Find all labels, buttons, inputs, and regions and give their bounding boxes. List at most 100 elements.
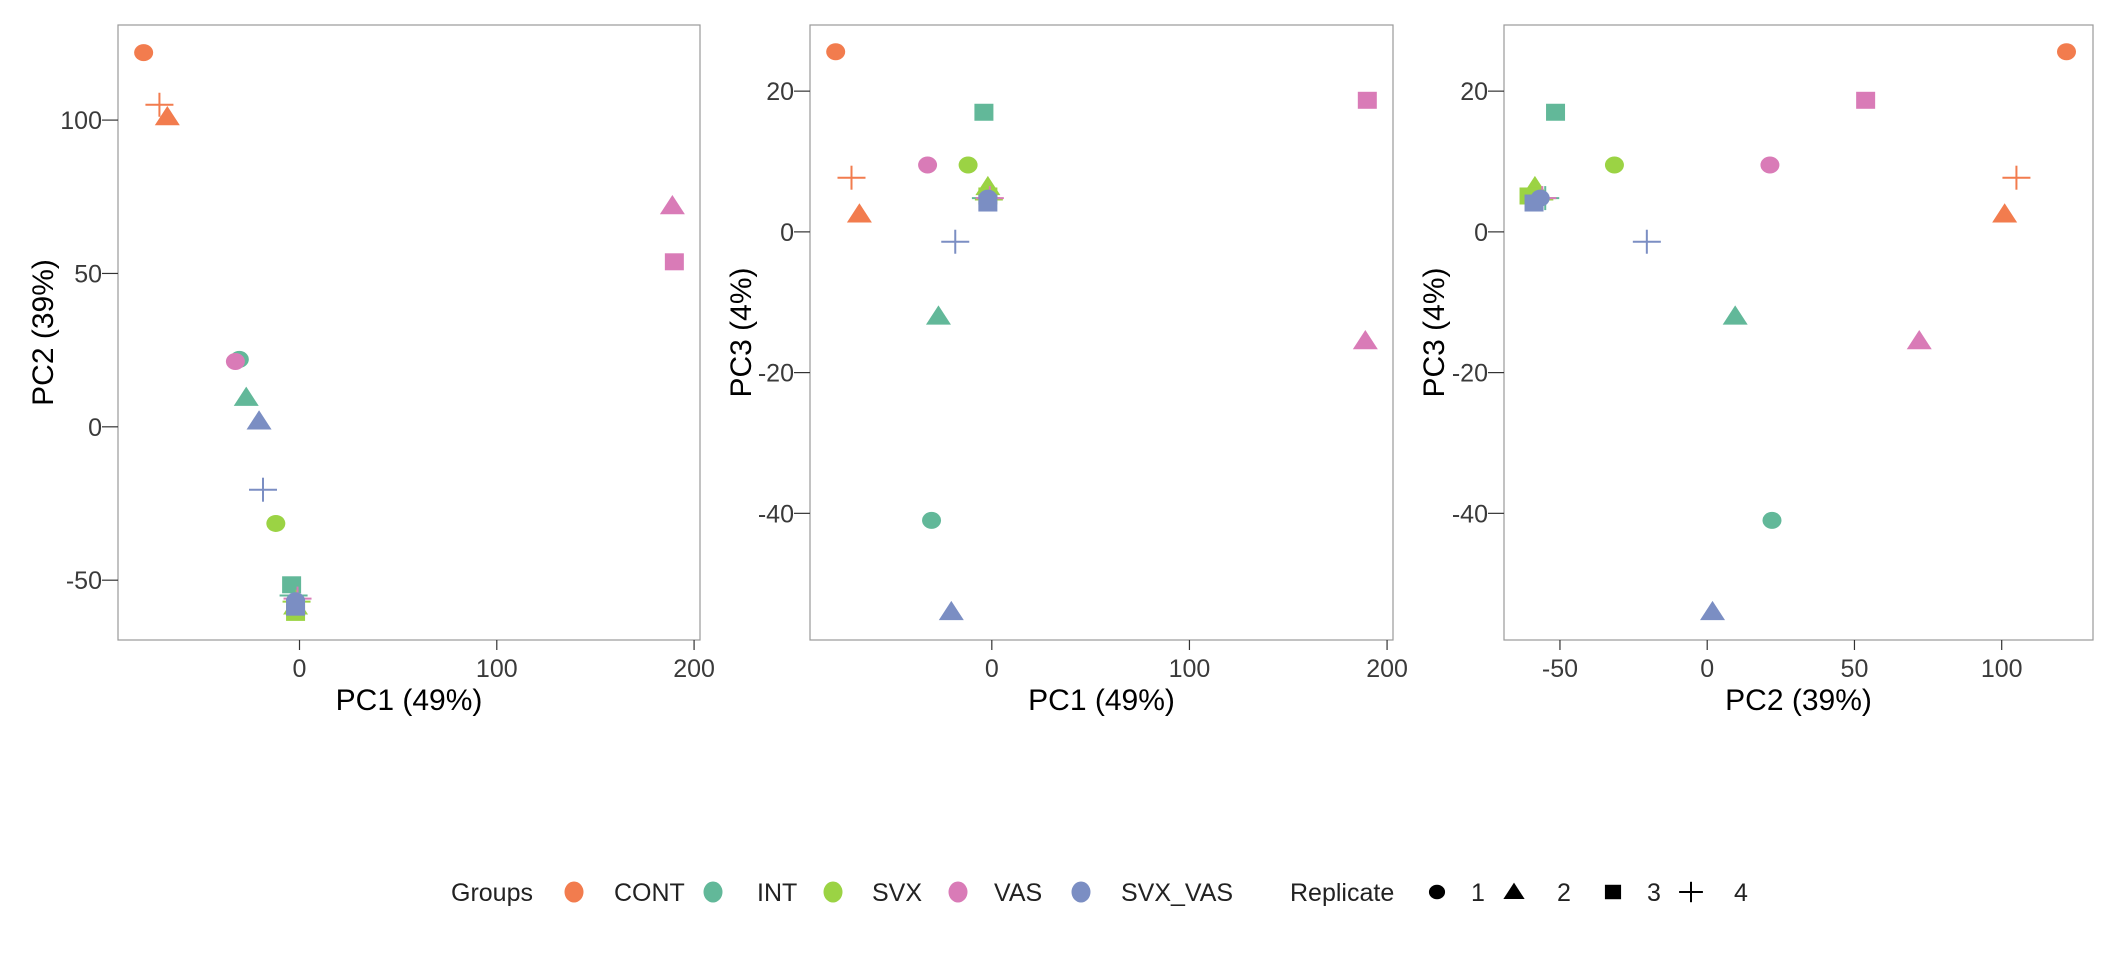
point-svx-vas-rep2 [1700, 600, 1726, 621]
y-tick-label: 20 [1460, 78, 1488, 106]
y-tick-label: 0 [780, 219, 794, 247]
point-vas-rep2 [1906, 329, 1932, 350]
legend-label: 3 [1647, 879, 1661, 907]
legend-triangle-icon [1503, 882, 1525, 900]
y-axis-title: PC3 (4%) [1418, 267, 1451, 397]
y-tick-label: -50 [66, 567, 102, 595]
point-cont-rep4 [145, 92, 174, 117]
y-tick-label: 0 [88, 414, 102, 442]
point-cont-rep1 [2056, 43, 2076, 61]
point-vas-rep2 [1352, 329, 1378, 350]
legend-label: CONT [614, 879, 685, 907]
point-vas-rep2 [659, 194, 685, 215]
y-tick-label: 50 [74, 260, 102, 288]
legend-circle-icon [1428, 884, 1446, 900]
point-cont-rep1 [826, 43, 846, 61]
point-int-rep2 [1722, 305, 1748, 325]
y-tick-label: -20 [758, 360, 794, 388]
y-tick-label: -20 [1452, 360, 1488, 388]
point-int-rep3 [974, 103, 994, 121]
data-points [826, 43, 1378, 621]
point-vas-rep3 [1856, 91, 1876, 109]
legend-swatch [564, 881, 584, 903]
legend-swatch [1071, 881, 1091, 903]
point-int-rep2 [925, 305, 951, 325]
point-svx-vas-rep4 [1632, 229, 1661, 254]
legend-square-icon [1604, 884, 1622, 900]
legend-label: 4 [1734, 879, 1748, 907]
point-cont-rep2 [846, 203, 872, 223]
legend-item-replicate-2: 2 [1503, 879, 1571, 907]
x-axis-title: PC1 (49%) [336, 684, 483, 717]
legend-label: VAS [994, 879, 1042, 907]
point-cont-rep4 [2002, 165, 2031, 190]
legend-item-replicate-4: 4 [1679, 879, 1748, 907]
y-tick-label: 20 [766, 78, 794, 106]
point-int-rep1 [922, 511, 942, 529]
data-points [1519, 43, 2076, 621]
panel-3: -50 0 50 100 -40 -20 0 20 PC2 (39%) PC3 (4%) [1418, 24, 2094, 717]
plot-frame [117, 24, 701, 641]
x-tick-label: 200 [673, 655, 715, 683]
x-tick-label: 100 [1981, 655, 2023, 683]
point-int-rep1 [1762, 511, 1782, 529]
x-axis-title: PC2 (39%) [1725, 684, 1872, 717]
legend-label: 2 [1557, 879, 1571, 907]
point-svx-rep1 [958, 156, 978, 174]
point-svx-vas-rep3 [286, 598, 306, 616]
y-tick-label: 100 [60, 107, 102, 135]
legend-plus-icon [1679, 881, 1703, 903]
point-int-rep3 [1546, 103, 1566, 121]
x-axis-title: PC1 (49%) [1028, 684, 1175, 717]
point-cont-rep2 [1992, 203, 2018, 223]
point-int-rep2 [233, 386, 259, 406]
legend-item-svx-vas: SVX_VAS [1071, 879, 1233, 907]
x-tick-label: 0 [1700, 655, 1714, 683]
legend-label: 1 [1471, 879, 1485, 907]
point-svx-vas-rep3 [978, 194, 998, 212]
y-tick-label: -40 [758, 500, 794, 528]
point-svx-vas-rep2 [938, 600, 964, 621]
legend-swatch [703, 881, 723, 903]
x-tick-label: 0 [985, 655, 999, 683]
point-svx-vas-rep4 [249, 477, 278, 502]
x-tick-label: 50 [1841, 655, 1869, 683]
legend-label: SVX_VAS [1121, 879, 1233, 907]
legend-swatch [823, 881, 843, 903]
point-vas-rep1 [1760, 156, 1780, 174]
legend-item-cont: CONT [564, 879, 685, 907]
point-svx-vas-rep2 [246, 410, 272, 430]
legend-label: SVX [872, 879, 922, 907]
plot-frame [1503, 24, 2094, 641]
legend-item-replicate-1: 1 [1428, 879, 1485, 907]
legend-label: INT [757, 879, 797, 907]
point-vas-rep1 [918, 156, 938, 174]
legend-item-replicate-3: 3 [1604, 879, 1661, 907]
panel-2: 0 100 200 -40 -20 0 20 PC1 (49%) PC3 (4%) [725, 24, 1408, 717]
x-tick-label: -50 [1542, 655, 1578, 683]
x-tick-label: 100 [476, 655, 518, 683]
x-tick-label: 100 [1169, 655, 1211, 683]
point-int-rep3 [282, 576, 302, 594]
legend-replicate-title: Replicate [1290, 879, 1394, 907]
legend-item-svx: SVX [823, 879, 922, 907]
point-cont-rep4 [837, 165, 866, 190]
legend-groups: CONT INT SVX VAS SVX_VAS [564, 879, 1233, 907]
point-cont-rep2 [154, 106, 180, 126]
legend-replicates: 1 2 3 4 [1428, 879, 1748, 907]
data-points [134, 44, 685, 621]
point-svx-vas-rep4 [941, 229, 970, 254]
legend-groups-title: Groups [451, 879, 533, 907]
legend-item-int: INT [703, 879, 797, 907]
legend: Groups CONT INT SVX VAS SVX_VAS Replicate 1 2… [451, 879, 1748, 907]
legend-item-vas: VAS [948, 879, 1042, 907]
x-tick-label: 200 [1366, 655, 1408, 683]
y-axis-title: PC3 (4%) [725, 267, 758, 397]
point-svx-rep1 [266, 514, 286, 532]
x-tick-label: 0 [293, 655, 307, 683]
point-svx-rep1 [1604, 156, 1624, 174]
plot-frame [809, 24, 1394, 641]
point-svx-vas-rep3 [1524, 194, 1544, 212]
